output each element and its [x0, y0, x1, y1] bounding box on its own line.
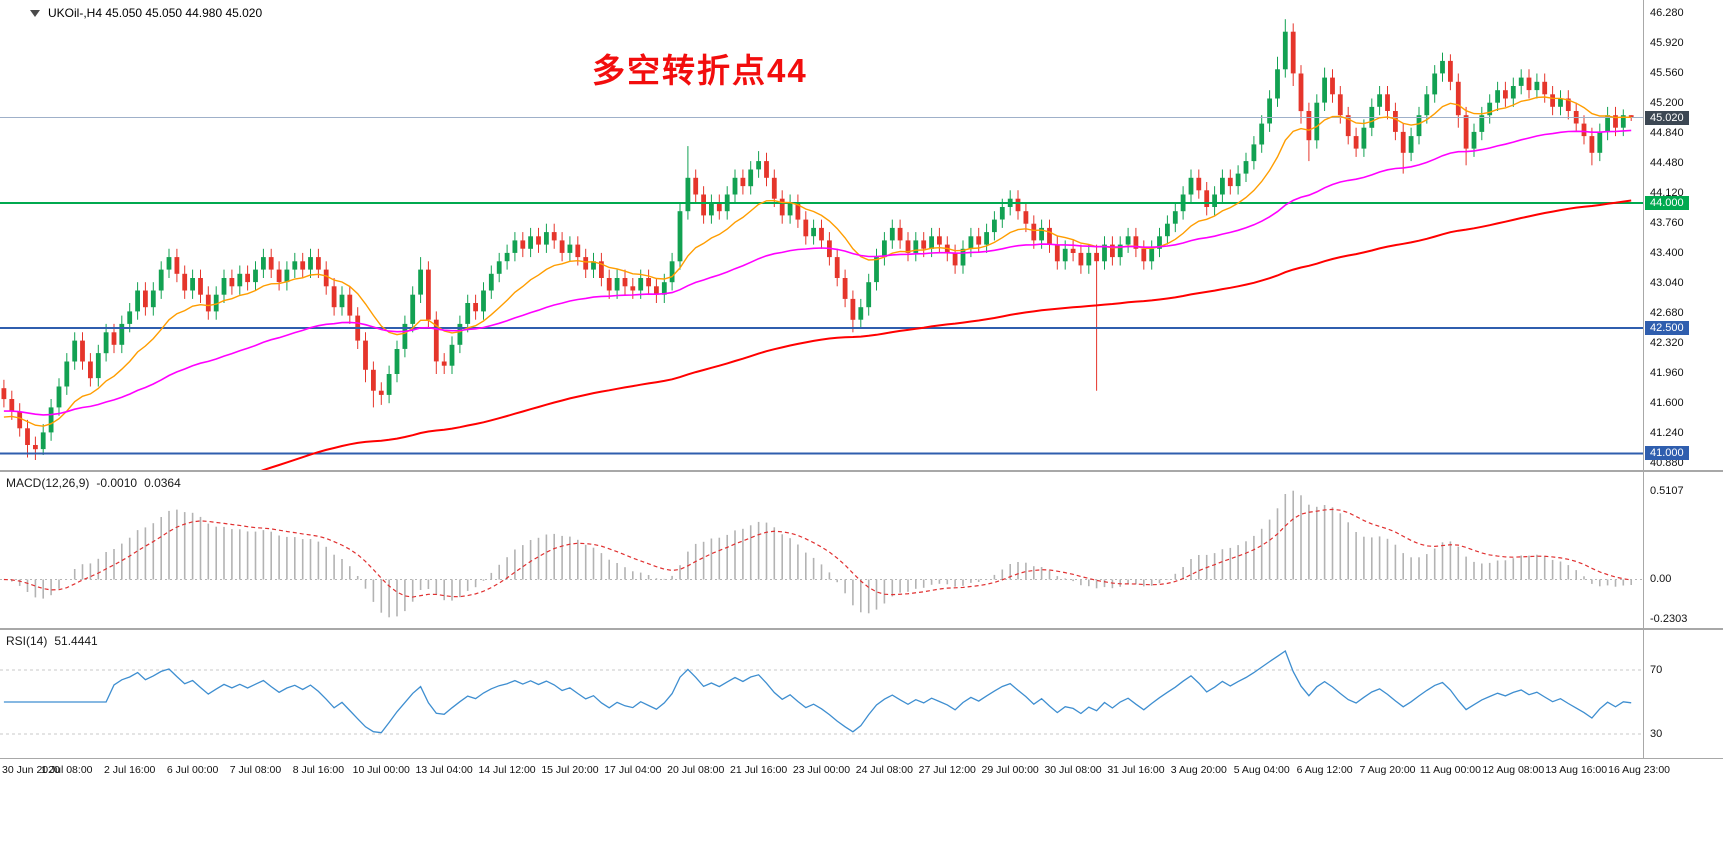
- rsi-scale[interactable]: 70 30: [1645, 630, 1723, 758]
- time-label: 30 Jul 08:00: [1044, 764, 1102, 776]
- time-label: 15 Jul 20:00: [541, 764, 599, 776]
- time-label: 5 Aug 04:00: [1233, 764, 1290, 776]
- hline-price-badge: 42.500: [1645, 321, 1689, 336]
- price-tick-label: 41.960: [1650, 367, 1684, 380]
- price-tick-label: 41.600: [1650, 397, 1684, 410]
- rsi-tick-label: 30: [1650, 728, 1663, 740]
- pane-divider[interactable]: [0, 470, 1723, 472]
- time-label: 1 Jul 08:00: [41, 764, 93, 776]
- time-label: 29 Jul 00:00: [981, 764, 1039, 776]
- time-label: 21 Jul 16:00: [730, 764, 788, 776]
- time-axis[interactable]: 30 Jun 2020 1 Jul 08:00 2 Jul 16:00 6 Jul 0…: [0, 758, 1723, 784]
- macd-tick-label: -0.2303: [1650, 613, 1688, 626]
- price-tick-label: 43.040: [1650, 277, 1684, 289]
- symbol-ohlc-text: UKOil-,H4 45.050 45.050 44.980 45.020: [48, 6, 263, 20]
- time-label: 12 Aug 08:00: [1482, 764, 1545, 776]
- time-label: 7 Aug 20:00: [1359, 764, 1416, 776]
- time-label: 13 Aug 16:00: [1545, 764, 1608, 776]
- pane-divider[interactable]: [0, 628, 1723, 630]
- price-tick-label: 43.760: [1650, 216, 1684, 229]
- time-label: 14 Jul 12:00: [478, 764, 536, 776]
- price-tick-label: 46.280: [1650, 6, 1684, 19]
- current-price-badge: 45.020: [1645, 110, 1689, 125]
- chart-shift-icon[interactable]: [30, 9, 40, 17]
- time-label: 8 Jul 16:00: [292, 764, 345, 776]
- price-tick-label: 44.840: [1650, 126, 1684, 139]
- price-tick-label: 40.880: [1650, 457, 1684, 470]
- macd-tick-label: 0.00: [1650, 573, 1672, 586]
- macd-value-signal: 0.0364: [144, 476, 181, 490]
- price-tick-label: 42.320: [1650, 337, 1684, 350]
- time-label: 7 Jul 08:00: [229, 764, 282, 776]
- macd-plot[interactable]: [0, 472, 1643, 628]
- macd-indicator-label: MACD(12,26,9) -0.0010 0.0364: [6, 476, 181, 490]
- rsi-label-name: RSI(14): [6, 634, 48, 648]
- time-label: 11 Aug 00:00: [1419, 764, 1481, 776]
- macd-label-name: MACD(12,26,9): [6, 476, 90, 490]
- time-label: 16 Aug 23:00: [1608, 764, 1671, 776]
- rsi-indicator-label: RSI(14) 51.4441: [6, 634, 98, 648]
- price-tick-label: 42.680: [1650, 307, 1684, 320]
- hline-price-badge: 41.000: [1645, 446, 1689, 461]
- time-label: 23 Jul 00:00: [792, 764, 851, 776]
- time-label: 20 Jul 08:00: [667, 764, 725, 776]
- rsi-tick-label: 70: [1650, 664, 1663, 676]
- time-label: 6 Aug 12:00: [1296, 764, 1353, 776]
- time-label: 6 Jul 00:00: [166, 764, 219, 776]
- macd-tick-label: 0.5107: [1650, 484, 1684, 497]
- symbol-ohlc-header: UKOil-,H4 45.050 45.050 44.980 45.020: [30, 6, 262, 20]
- time-label: 10 Jul 00:00: [352, 764, 410, 776]
- time-label: 27 Jul 12:00: [918, 764, 976, 776]
- time-label: 2 Jul 16:00: [104, 764, 156, 776]
- price-tick-label: 45.200: [1650, 96, 1684, 109]
- price-tick-label: 41.240: [1650, 427, 1684, 440]
- price-tick-label: 44.120: [1650, 186, 1684, 199]
- time-label: 31 Jul 16:00: [1107, 764, 1165, 776]
- rsi-plot[interactable]: [0, 630, 1643, 758]
- price-tick-label: 43.400: [1650, 246, 1684, 259]
- time-label: 13 Jul 04:00: [415, 764, 473, 776]
- macd-value-main: -0.0010: [96, 476, 138, 490]
- price-scale[interactable]: 46.280 45.920 45.560 45.200 44.840 44.480 44.1…: [1645, 0, 1723, 470]
- time-label: 3 Aug 20:00: [1170, 764, 1227, 776]
- scale-separator: [1643, 0, 1644, 784]
- price-plot[interactable]: [0, 0, 1643, 470]
- price-tick-label: 44.480: [1650, 156, 1684, 169]
- time-label: 17 Jul 04:00: [604, 764, 662, 776]
- rsi-value: 51.4441: [54, 634, 98, 648]
- time-label: 30 Jun 2020: [2, 764, 60, 776]
- price-tick-label: 45.560: [1650, 66, 1684, 79]
- time-label: 24 Jul 08:00: [855, 764, 913, 776]
- price-tick-label: 45.920: [1650, 36, 1684, 49]
- annotation-text[interactable]: 多空转折点44: [592, 52, 808, 89]
- hline-price-badge: 44.000: [1645, 195, 1689, 210]
- macd-scale[interactable]: 0.5107 0.00 -0.2303: [1645, 472, 1723, 628]
